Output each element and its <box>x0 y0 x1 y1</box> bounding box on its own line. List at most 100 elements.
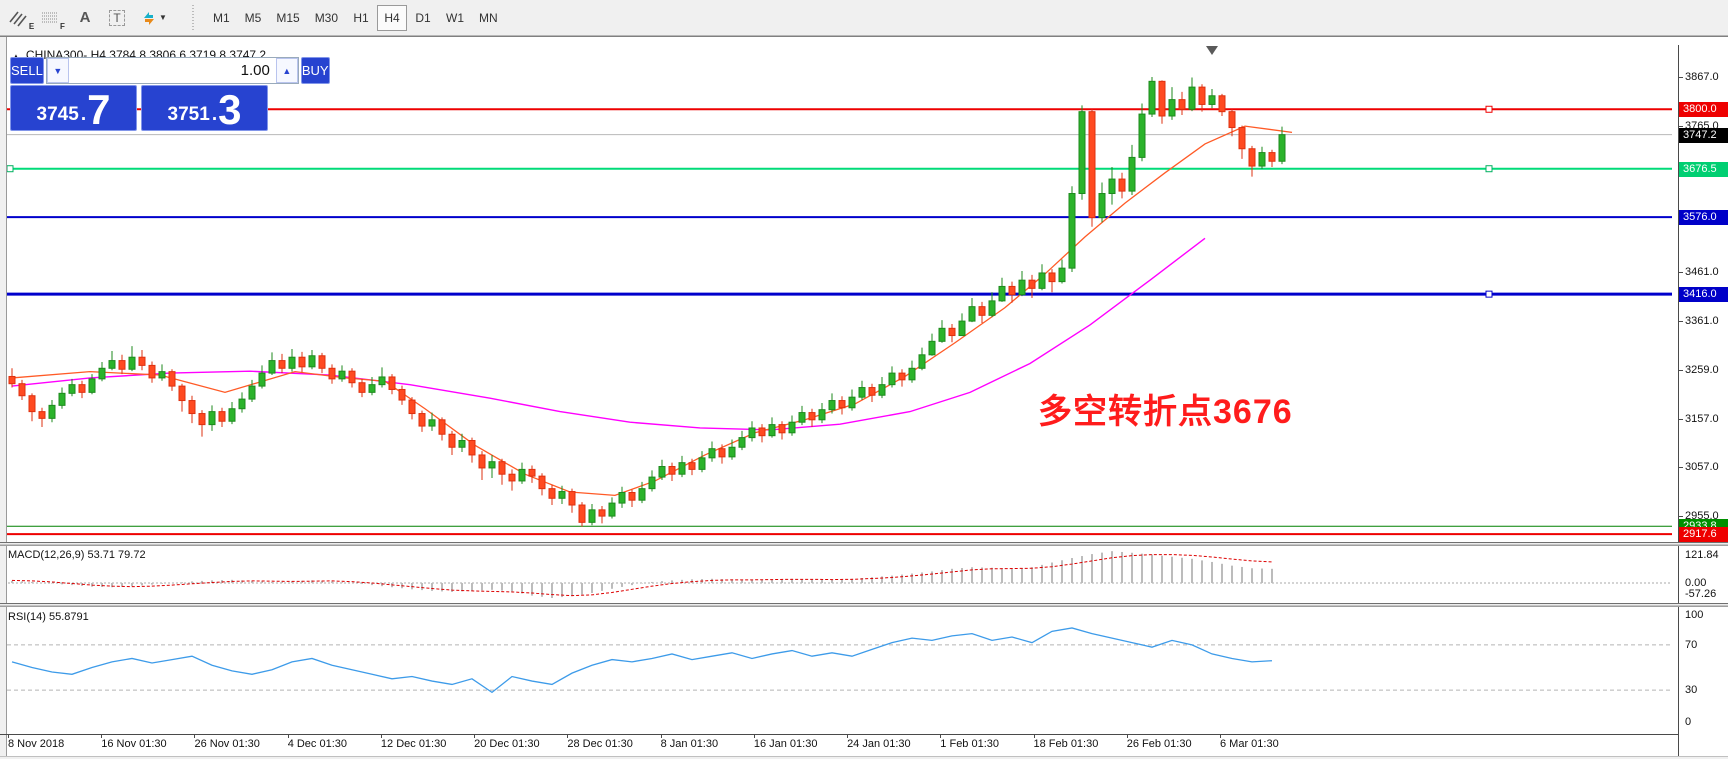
candle-body <box>138 356 146 366</box>
axis-tick-mark <box>1678 369 1683 371</box>
chart-shift-marker[interactable] <box>1206 46 1218 55</box>
date-tick-mark <box>287 734 289 738</box>
macd-indicator-label: MACD(12,26,9) 53.71 79.72 <box>8 549 146 561</box>
rsi-line <box>11 627 1273 694</box>
candle-body <box>818 409 826 421</box>
rsi-indicator-label: RSI(14) 55.8791 <box>8 611 89 623</box>
candle-body <box>148 364 156 379</box>
line-drag-handle[interactable] <box>6 165 14 173</box>
candle-body <box>398 388 406 401</box>
candle-body <box>848 396 856 409</box>
toolbar-grip[interactable] <box>190 4 198 31</box>
text-box-tool-button[interactable]: T <box>102 4 132 32</box>
candle-body <box>1198 86 1206 105</box>
candle-body <box>1218 95 1226 113</box>
price-tick-label: 3157.0 <box>1685 412 1719 425</box>
candle-body <box>1058 267 1066 283</box>
candle-body <box>918 354 926 369</box>
candle-body <box>1088 111 1096 219</box>
date-tick-mark <box>753 734 755 738</box>
timeframe-button-m5[interactable]: M5 <box>244 10 262 25</box>
line-drag-handle[interactable] <box>1485 165 1493 173</box>
candle-body <box>438 419 446 435</box>
candle-body <box>698 457 706 470</box>
candle-body <box>1268 152 1276 162</box>
collapse-panel-arrow-icon[interactable]: ▲ <box>12 52 20 61</box>
date-label: 1 Feb 01:30 <box>940 738 1000 750</box>
macd-axis-label: 0.00 <box>1685 577 1707 589</box>
candle-body <box>588 509 596 523</box>
buy-button[interactable]: BUY <box>300 57 330 84</box>
sell-price-display[interactable]: 3745. 7 <box>10 85 137 131</box>
candle-body <box>238 398 246 410</box>
volume-increase-button[interactable]: ▲ <box>275 58 298 83</box>
candle-body <box>1168 99 1176 117</box>
timeframe-button-h4[interactable]: H4 <box>377 4 408 31</box>
expert-pattern-tool-button[interactable]: E <box>6 4 36 32</box>
date-label: 18 Feb 01:30 <box>1033 738 1099 750</box>
candle-body <box>258 372 266 387</box>
candle-body <box>778 424 786 434</box>
price-tick-label: 3259.0 <box>1685 363 1719 376</box>
candle-body <box>1248 148 1256 167</box>
date-label: 8 Jan 01:30 <box>660 738 719 750</box>
line-drag-handle[interactable] <box>1485 290 1493 298</box>
candle-body <box>308 355 316 368</box>
candle-body <box>1048 272 1056 283</box>
timeframe-button-w1[interactable]: W1 <box>446 10 465 25</box>
date-tick-mark <box>474 734 476 738</box>
sell-button[interactable]: SELL <box>10 57 44 84</box>
toolbar: E F A T ▼ M1 M5 M15 M30 H1 H4 D1 W1 MN <box>0 0 1728 36</box>
pane-separator-rsi[interactable] <box>0 603 1728 607</box>
candle-body <box>908 367 916 381</box>
chart-annotation-text[interactable]: 多空转折点3676 <box>1038 393 1293 431</box>
candle-body <box>958 320 966 337</box>
candle-body <box>1178 99 1186 110</box>
candle-body <box>248 385 256 400</box>
candle-body <box>1098 193 1106 219</box>
arrows-tool-button[interactable]: ▼ <box>134 4 174 32</box>
rsi-pane[interactable] <box>0 608 1678 734</box>
axis-tick-mark <box>1678 272 1683 274</box>
date-label: 26 Nov 01:30 <box>194 738 260 750</box>
pane-separator-macd[interactable] <box>0 542 1728 546</box>
axis-tick-mark <box>1678 418 1683 420</box>
timeframe-button-m1[interactable]: M1 <box>213 10 230 25</box>
candle-body <box>128 356 136 370</box>
timeframe-button-m15[interactable]: M15 <box>276 10 300 25</box>
volume-input[interactable] <box>68 58 276 83</box>
text-label-tool-button[interactable]: A <box>70 4 100 32</box>
date-label: 12 Dec 01:30 <box>380 738 447 750</box>
candle-body <box>278 360 286 369</box>
grid-fibo-tool-button[interactable]: F <box>38 4 68 32</box>
main-price-pane[interactable] <box>0 45 1678 542</box>
candle-body <box>1038 272 1046 289</box>
volume-box: ▼ ▲ <box>45 57 299 84</box>
macd-pane[interactable] <box>0 547 1678 603</box>
candle-body <box>888 372 896 386</box>
date-tick-mark <box>8 734 9 738</box>
buy-price-main: 3751 <box>167 104 210 125</box>
date-tick-mark <box>847 734 849 738</box>
sell-price-main: 3745 <box>36 104 79 125</box>
sell-price-dot: . <box>80 104 87 125</box>
candle-body <box>878 384 886 396</box>
volume-decrease-button[interactable]: ▼ <box>46 58 69 83</box>
date-label: 16 Nov 01:30 <box>101 738 167 750</box>
timeframe-button-d1[interactable]: D1 <box>415 10 431 25</box>
candle-body <box>1128 156 1136 192</box>
timeframe-button-m30[interactable]: M30 <box>314 10 339 25</box>
candle-body <box>288 356 296 369</box>
candle-body <box>28 395 36 413</box>
candle-body <box>528 468 536 477</box>
candle-body <box>838 400 846 409</box>
date-label: 28 Dec 01:30 <box>567 738 633 750</box>
timeframe-button-h1[interactable]: H1 <box>353 10 369 25</box>
buy-price-display[interactable]: 3751. 3 <box>141 85 268 131</box>
candle-body <box>168 371 176 387</box>
timeframe-button-mn[interactable]: MN <box>479 10 498 25</box>
candle-body <box>178 385 186 402</box>
date-tick-mark <box>1219 734 1221 738</box>
line-drag-handle[interactable] <box>1485 105 1493 113</box>
candle-body <box>8 375 16 385</box>
